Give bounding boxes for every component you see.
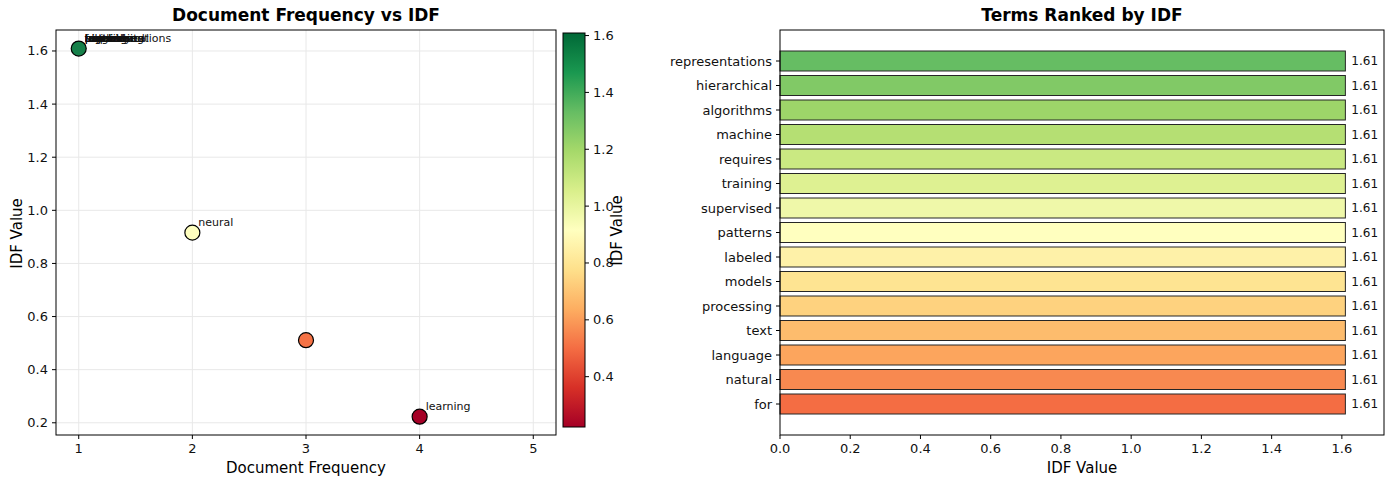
- x-tick-label: 5: [529, 441, 537, 456]
- bar-category-label: hierarchical: [696, 78, 772, 93]
- bar-chart-title: Terms Ranked by IDF: [780, 4, 1384, 26]
- y-tick-label: 1.2: [27, 150, 48, 165]
- bar-category-label: patterns: [717, 225, 772, 240]
- bar-category-label: representations: [670, 54, 772, 69]
- bar-value-label: 1.61: [1351, 324, 1378, 338]
- bar-category-label: text: [746, 323, 772, 338]
- bar: [780, 296, 1345, 316]
- x-tick-label: 1: [75, 441, 83, 456]
- bar-category-label: algorithms: [702, 103, 772, 118]
- figure: 1 2 3 4 5 0.2 0.4 0.6 0.8 1.0 1.2 1.4 1.6 representat…: [0, 0, 1386, 490]
- colorbar-tick-label: 1.6: [593, 28, 614, 43]
- bar-x-tick-label: 1.2: [1191, 441, 1212, 456]
- bar-chart-xlabel: IDF Value: [780, 459, 1384, 478]
- y-tick-label: 0.4: [27, 362, 48, 377]
- colorbar-tick-label: 0.4: [593, 369, 614, 384]
- bar: [780, 321, 1345, 341]
- y-tick-label: 0.2: [27, 415, 48, 430]
- bar-value-label: 1.61: [1351, 275, 1378, 289]
- y-tick-label: 1.0: [27, 203, 48, 218]
- bar: [780, 370, 1345, 390]
- bar-value-label: 1.61: [1351, 299, 1378, 313]
- bar-value-label: 1.61: [1351, 201, 1378, 215]
- bar: [780, 247, 1345, 267]
- bar: [780, 272, 1345, 292]
- x-tick-label: 3: [302, 441, 310, 456]
- bar-category-label: for: [754, 397, 773, 412]
- bar: [780, 51, 1345, 71]
- bar-value-label: 1.61: [1351, 79, 1378, 93]
- bar: [780, 174, 1345, 194]
- charts-canvas: 1 2 3 4 5 0.2 0.4 0.6 0.8 1.0 1.2 1.4 1.6 representat…: [0, 0, 1386, 490]
- bar-category-label: supervised: [701, 201, 772, 216]
- point-label: for: [85, 32, 101, 45]
- bar: [780, 76, 1345, 96]
- point-label: learning: [426, 400, 471, 413]
- bar-x-tick-label: 1.4: [1261, 441, 1282, 456]
- bar: [780, 345, 1345, 365]
- scatter-xlabel: Document Frequency: [56, 459, 556, 478]
- scatter-title: Document Frequency vs IDF: [56, 4, 556, 26]
- bar-value-label: 1.61: [1351, 397, 1378, 411]
- bar-x-tick-label: 0.0: [770, 441, 791, 456]
- bar-category-label: natural: [726, 372, 772, 387]
- bar-value-label: 1.61: [1351, 54, 1378, 68]
- x-tick-label: 2: [188, 441, 196, 456]
- bar-value-label: 1.61: [1351, 250, 1378, 264]
- bar-category-label: requires: [719, 152, 772, 167]
- bar-value-label: 1.61: [1351, 177, 1378, 191]
- bar-category-label: machine: [716, 127, 772, 142]
- bar: [780, 394, 1345, 414]
- colorbar-tick-label: 1.4: [593, 85, 614, 100]
- bar-x-tick-label: 0.4: [910, 441, 931, 456]
- bar-value-label: 1.61: [1351, 226, 1378, 240]
- y-tick-label: 0.8: [27, 256, 48, 271]
- bar-value-label: 1.61: [1351, 373, 1378, 387]
- bar-x-tick-label: 0.6: [980, 441, 1001, 456]
- bar-value-label: 1.61: [1351, 152, 1378, 166]
- bar: [780, 198, 1345, 218]
- x-tick-label: 4: [415, 441, 423, 456]
- bar-category-label: language: [711, 348, 772, 363]
- scatter-ylabel: IDF Value: [8, 154, 27, 314]
- bar: [780, 223, 1345, 243]
- bar-value-label: 1.61: [1351, 128, 1378, 142]
- colorbar-label: IDF Value: [608, 151, 627, 311]
- bar: [780, 149, 1345, 169]
- bar-category-label: training: [722, 176, 772, 191]
- bar-value-label: 1.61: [1351, 103, 1378, 117]
- bar: [780, 100, 1345, 120]
- bar-x-tick-label: 0.2: [840, 441, 861, 456]
- bar-x-tick-label: 0.8: [1051, 441, 1072, 456]
- bar-value-label: 1.61: [1351, 348, 1378, 362]
- scatter-point: [299, 333, 314, 348]
- bar: [780, 125, 1345, 145]
- bar-x-tick-label: 1.0: [1121, 441, 1142, 456]
- colorbar-gradient: [563, 33, 585, 427]
- bar-x-tick-label: 1.6: [1332, 441, 1353, 456]
- bar-category-label: processing: [702, 299, 772, 314]
- y-tick-label: 0.6: [27, 309, 48, 324]
- point-label: neural: [198, 216, 233, 229]
- bar-category-label: labeled: [724, 250, 772, 265]
- y-tick-label: 1.6: [27, 43, 48, 58]
- y-tick-label: 1.4: [27, 97, 48, 112]
- bar-category-label: models: [725, 274, 772, 289]
- colorbar-tick-label: 0.6: [593, 312, 614, 327]
